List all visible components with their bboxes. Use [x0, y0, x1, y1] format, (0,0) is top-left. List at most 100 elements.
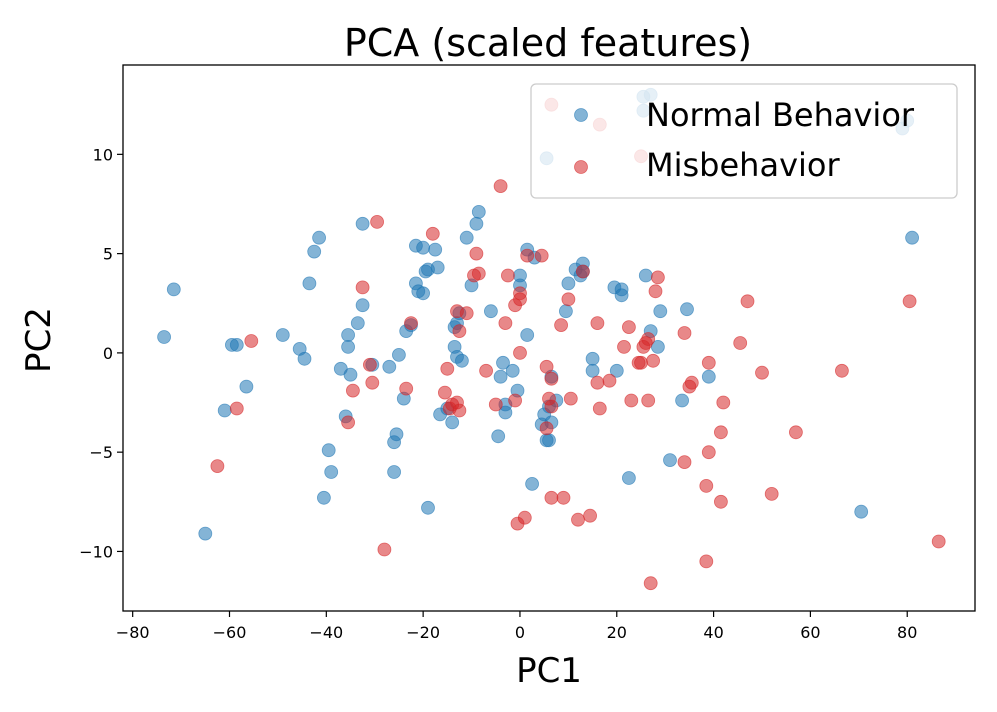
legend-label-misbehavior: Misbehavior [646, 146, 840, 184]
point-misbehavior-64 [641, 332, 656, 346]
point-normal-behavior-11 [307, 244, 322, 259]
point-misbehavior-35 [513, 286, 527, 301]
point-misbehavior-72 [684, 375, 699, 390]
point-normal-behavior-67 [520, 328, 535, 342]
legend-label-normal-behavior: Normal Behavior [646, 96, 915, 134]
point-misbehavior-49 [571, 512, 585, 527]
point-normal-behavior-22 [355, 216, 370, 231]
point-normal-behavior-51 [454, 353, 469, 368]
x-tick-label: 0 [515, 623, 525, 642]
point-misbehavior-25 [479, 363, 494, 378]
point-misbehavior-28 [498, 316, 513, 331]
point-misbehavior-0 [210, 459, 225, 474]
point-normal-behavior-21 [350, 316, 365, 331]
point-misbehavior-5 [355, 280, 370, 295]
point-misbehavior-50 [576, 264, 590, 279]
point-misbehavior-80 [733, 336, 748, 350]
point-misbehavior-33 [513, 345, 527, 360]
point-misbehavior-20 [452, 403, 467, 418]
point-misbehavior-12 [425, 226, 440, 241]
point-misbehavior-6 [362, 357, 377, 372]
y-axis-label: PC2 [19, 307, 59, 373]
point-misbehavior-2 [244, 334, 259, 348]
point-misbehavior-57 [622, 320, 636, 335]
point-misbehavior-48 [563, 391, 578, 406]
y-tick-label: 5 [103, 245, 113, 264]
point-misbehavior-73 [699, 478, 714, 493]
point-misbehavior-51 [583, 508, 597, 523]
point-misbehavior-68 [651, 270, 665, 285]
point-normal-behavior-62 [505, 363, 520, 378]
point-misbehavior-85 [835, 363, 849, 378]
point-misbehavior-56 [617, 339, 631, 354]
point-normal-behavior-5 [229, 337, 244, 352]
point-normal-behavior-95 [663, 453, 677, 468]
point-normal-behavior-91 [638, 268, 653, 283]
point-normal-behavior-29 [391, 347, 406, 362]
x-axis-label: PC1 [516, 651, 582, 691]
point-misbehavior-30 [508, 393, 522, 408]
point-misbehavior-52 [590, 316, 605, 331]
point-normal-behavior-1 [166, 282, 181, 297]
point-normal-behavior-94 [653, 304, 668, 319]
x-tick-label: 80 [897, 623, 917, 642]
point-normal-behavior-23 [355, 298, 370, 313]
point-misbehavior-42 [544, 371, 559, 386]
plot-frame [122, 64, 976, 612]
point-normal-behavior-79 [561, 276, 576, 291]
point-misbehavior-21 [459, 306, 474, 321]
point-misbehavior-87 [931, 534, 946, 549]
point-misbehavior-66 [646, 353, 660, 368]
x-tick-label: −20 [406, 623, 440, 642]
point-misbehavior-7 [365, 375, 380, 390]
point-misbehavior-45 [554, 318, 568, 333]
point-misbehavior-74 [699, 554, 714, 569]
point-misbehavior-8 [370, 214, 385, 229]
point-normal-behavior-73 [542, 433, 556, 448]
point-misbehavior-76 [701, 445, 716, 460]
point-normal-behavior-37 [416, 286, 431, 301]
point-normal-behavior-36 [416, 240, 431, 255]
point-misbehavior-24 [471, 266, 486, 281]
point-normal-behavior-12 [312, 230, 327, 245]
point-misbehavior-86 [902, 294, 917, 309]
y-tick-label: 10 [93, 145, 113, 164]
point-misbehavior-36 [517, 510, 532, 525]
point-misbehavior-82 [755, 365, 769, 380]
point-normal-behavior-18 [341, 328, 356, 342]
x-tick-label: 60 [800, 623, 820, 642]
point-normal-behavior-85 [585, 363, 600, 378]
point-normal-behavior-56 [483, 304, 498, 319]
point-misbehavior-78 [714, 494, 728, 509]
point-misbehavior-39 [539, 421, 554, 436]
point-misbehavior-65 [643, 576, 658, 591]
legend: Normal Behavior Misbehavior [530, 83, 958, 199]
point-normal-behavior-98 [701, 369, 716, 384]
point-normal-behavior-84 [585, 351, 600, 366]
point-normal-behavior-59 [496, 355, 510, 370]
point-misbehavior-53 [590, 375, 605, 390]
point-normal-behavior-78 [559, 304, 573, 319]
point-normal-behavior-41 [428, 242, 443, 257]
y-tick-label: −5 [89, 443, 113, 462]
point-normal-behavior-13 [316, 490, 331, 505]
point-normal-behavior-7 [275, 328, 290, 342]
point-misbehavior-60 [634, 355, 648, 370]
point-misbehavior-37 [520, 248, 535, 263]
point-misbehavior-10 [399, 381, 414, 396]
point-normal-behavior-58 [493, 369, 508, 384]
point-normal-behavior-100 [905, 230, 919, 245]
point-normal-behavior-96 [675, 393, 689, 408]
point-normal-behavior-90 [622, 471, 636, 485]
point-misbehavior-44 [544, 490, 559, 505]
point-normal-behavior-0 [157, 330, 172, 344]
point-misbehavior-1 [229, 401, 244, 416]
point-normal-behavior-14 [321, 443, 336, 458]
ticks-layer: −80 −60 −40 −20 0 20 40 60 80 −10 −5 0 5 10 [79, 145, 917, 642]
point-normal-behavior-9 [297, 351, 312, 366]
point-normal-behavior-61 [498, 405, 513, 420]
chart-title: PCA (scaled features) [344, 21, 752, 65]
point-misbehavior-83 [764, 486, 779, 501]
point-normal-behavior-20 [343, 367, 358, 382]
point-misbehavior-9 [377, 542, 392, 557]
